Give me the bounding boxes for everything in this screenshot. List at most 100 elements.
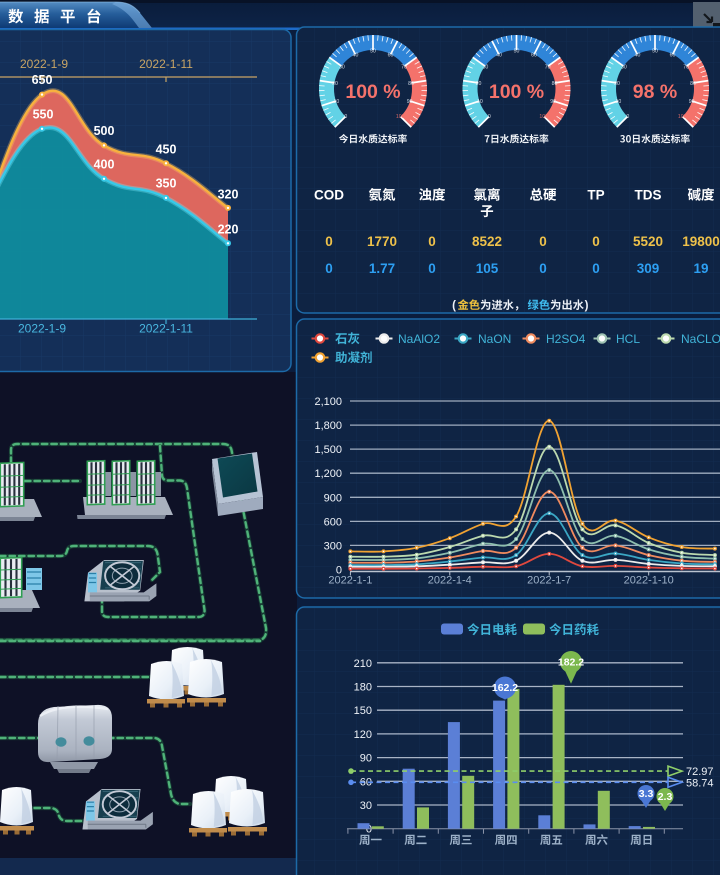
svg-text:50: 50 bbox=[514, 49, 520, 55]
svg-text:TP: TP bbox=[587, 188, 604, 203]
svg-text:350: 350 bbox=[156, 177, 177, 191]
svg-text:(: ( bbox=[452, 300, 456, 312]
svg-text:3.3: 3.3 bbox=[639, 788, 654, 800]
svg-text:40: 40 bbox=[635, 53, 641, 59]
svg-text:1,500: 1,500 bbox=[314, 444, 342, 456]
svg-text:40: 40 bbox=[353, 53, 359, 59]
svg-text:1770: 1770 bbox=[367, 234, 397, 249]
svg-text:2.3: 2.3 bbox=[658, 791, 673, 803]
svg-text:30: 30 bbox=[339, 64, 345, 70]
svg-text:0: 0 bbox=[366, 824, 372, 836]
svg-text:): ) bbox=[585, 300, 589, 312]
svg-text:220: 220 bbox=[218, 223, 239, 237]
svg-text:20: 20 bbox=[614, 81, 620, 87]
svg-text:0: 0 bbox=[592, 261, 600, 276]
svg-text:650: 650 bbox=[32, 73, 53, 87]
svg-text:NaON: NaON bbox=[478, 332, 511, 346]
svg-text:900: 900 bbox=[324, 492, 342, 504]
svg-text:10: 10 bbox=[334, 99, 340, 105]
svg-text:1.77: 1.77 bbox=[369, 261, 395, 276]
svg-text:0: 0 bbox=[336, 565, 342, 577]
svg-text:8522: 8522 bbox=[472, 234, 502, 249]
svg-text:80: 80 bbox=[690, 81, 696, 87]
svg-text:120: 120 bbox=[354, 729, 372, 741]
svg-text:100: 100 bbox=[396, 114, 405, 120]
svg-text:HCL: HCL bbox=[616, 332, 640, 346]
svg-text:70: 70 bbox=[401, 64, 407, 70]
svg-text:20: 20 bbox=[476, 81, 482, 87]
svg-text:0: 0 bbox=[539, 234, 547, 249]
svg-text:50: 50 bbox=[370, 49, 376, 55]
svg-text:90: 90 bbox=[407, 99, 413, 105]
svg-text:30: 30 bbox=[360, 800, 372, 812]
svg-text:60: 60 bbox=[388, 53, 394, 59]
svg-text:0: 0 bbox=[344, 114, 347, 120]
svg-text:90: 90 bbox=[550, 99, 556, 105]
svg-text:60: 60 bbox=[670, 53, 676, 59]
svg-text:5520: 5520 bbox=[633, 234, 663, 249]
svg-text:2,100: 2,100 bbox=[314, 396, 342, 408]
svg-text:105: 105 bbox=[476, 261, 499, 276]
svg-text:50: 50 bbox=[652, 49, 658, 55]
svg-text:30: 30 bbox=[483, 64, 489, 70]
svg-text:70: 70 bbox=[545, 64, 551, 70]
svg-text:2022-1-9: 2022-1-9 bbox=[20, 57, 68, 71]
svg-text:2022-1-11: 2022-1-11 bbox=[139, 322, 193, 336]
svg-text:400: 400 bbox=[94, 158, 115, 172]
svg-text:182.2: 182.2 bbox=[558, 657, 584, 669]
svg-text:60: 60 bbox=[360, 776, 372, 788]
svg-text:100 %: 100 % bbox=[345, 81, 400, 103]
svg-text:80: 80 bbox=[552, 81, 558, 87]
svg-text:19: 19 bbox=[693, 261, 708, 276]
svg-text:309: 309 bbox=[637, 261, 660, 276]
svg-text:NaCLO: NaCLO bbox=[681, 332, 720, 346]
svg-text:0: 0 bbox=[325, 261, 333, 276]
svg-text:500: 500 bbox=[94, 124, 115, 138]
svg-text:1,800: 1,800 bbox=[314, 420, 342, 432]
svg-text:98 %: 98 % bbox=[633, 81, 677, 103]
svg-text:0: 0 bbox=[488, 114, 491, 120]
svg-text:450: 450 bbox=[156, 143, 177, 157]
svg-text:320: 320 bbox=[218, 188, 239, 202]
svg-text:2022-1-10: 2022-1-10 bbox=[624, 575, 674, 587]
svg-text:COD: COD bbox=[314, 188, 344, 203]
svg-text:58.74: 58.74 bbox=[686, 777, 714, 789]
svg-text:10: 10 bbox=[616, 99, 622, 105]
svg-text:90: 90 bbox=[360, 753, 372, 765]
svg-text:180: 180 bbox=[354, 682, 372, 694]
svg-text:2022-1-4: 2022-1-4 bbox=[428, 575, 472, 587]
svg-text:1,200: 1,200 bbox=[314, 468, 342, 480]
svg-text:TDS: TDS bbox=[635, 188, 662, 203]
svg-text:10: 10 bbox=[477, 99, 483, 105]
svg-text:150: 150 bbox=[354, 705, 372, 717]
svg-text:0: 0 bbox=[325, 234, 333, 249]
svg-text:60: 60 bbox=[531, 53, 537, 59]
svg-text:80: 80 bbox=[408, 81, 414, 87]
svg-text:210: 210 bbox=[354, 658, 372, 670]
svg-text:100 %: 100 % bbox=[489, 81, 544, 103]
svg-text:H2SO4: H2SO4 bbox=[546, 332, 586, 346]
svg-text:550: 550 bbox=[33, 108, 54, 122]
svg-text:72.97: 72.97 bbox=[686, 766, 714, 778]
svg-text:19800: 19800 bbox=[682, 234, 720, 249]
svg-text:2022-1-7: 2022-1-7 bbox=[527, 575, 571, 587]
svg-text:20: 20 bbox=[332, 81, 338, 87]
svg-text:0: 0 bbox=[539, 261, 547, 276]
svg-text:40: 40 bbox=[496, 53, 502, 59]
svg-text:0: 0 bbox=[428, 234, 436, 249]
svg-text:2022-1-11: 2022-1-11 bbox=[139, 57, 193, 71]
svg-text:300: 300 bbox=[324, 540, 342, 552]
svg-text:0: 0 bbox=[592, 234, 600, 249]
svg-text:NaAlO2: NaAlO2 bbox=[398, 332, 440, 346]
svg-text:0: 0 bbox=[626, 114, 629, 120]
svg-text:162.2: 162.2 bbox=[492, 682, 518, 694]
svg-text:600: 600 bbox=[324, 516, 342, 528]
svg-text:70: 70 bbox=[683, 64, 689, 70]
svg-text:2022-1-9: 2022-1-9 bbox=[18, 322, 66, 336]
svg-text:100: 100 bbox=[539, 114, 548, 120]
svg-text:100: 100 bbox=[678, 114, 687, 120]
svg-text:2022-1-1: 2022-1-1 bbox=[328, 575, 372, 587]
svg-text:0: 0 bbox=[428, 261, 436, 276]
svg-text:90: 90 bbox=[689, 99, 695, 105]
svg-text:30: 30 bbox=[621, 64, 627, 70]
